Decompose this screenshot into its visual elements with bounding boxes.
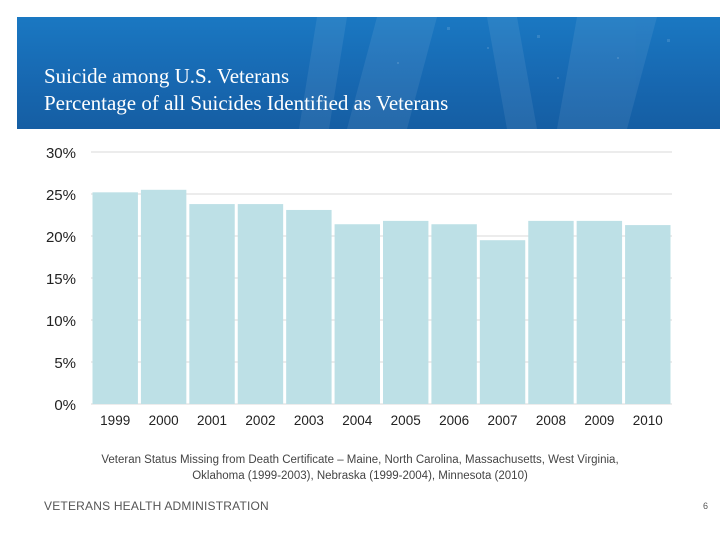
x-tick-label: 2005 (391, 413, 421, 428)
bar (479, 240, 526, 404)
x-tick-label: 2006 (439, 413, 469, 428)
bar (140, 189, 187, 404)
title-line-2: Percentage of all Suicides Identified as… (44, 91, 449, 115)
banner-decoration (299, 17, 670, 129)
chart-footnote: Veteran Status Missing from Death Certif… (0, 452, 720, 484)
bar (92, 192, 138, 404)
x-tick-label: 2003 (294, 413, 324, 428)
y-tick-label: 0% (54, 397, 76, 414)
x-tick-label: 2009 (584, 413, 614, 428)
x-tick-label: 2008 (536, 413, 566, 428)
y-tick-label: 10% (46, 313, 76, 330)
title-line-1: Suicide among U.S. Veterans (44, 64, 290, 88)
bar (237, 204, 284, 404)
title-banner (17, 17, 720, 129)
y-tick-label: 15% (46, 271, 76, 288)
x-tick-label: 2010 (633, 413, 663, 428)
x-tick-label: 2002 (245, 413, 275, 428)
y-tick-label: 20% (46, 229, 76, 246)
bar (383, 220, 429, 404)
bar (431, 224, 477, 404)
x-tick-label: 1999 (100, 413, 130, 428)
x-tick-label: 2007 (488, 413, 518, 428)
footnote-line-2: Oklahoma (1999-2003), Nebraska (1999-200… (192, 470, 528, 482)
bar-chart: 0% 5% 10% 15% 20% 25% 30% 1999 2000 2001 2002 2003 2… (0, 130, 720, 430)
x-tick-label: 2000 (149, 413, 179, 428)
bar (528, 220, 574, 404)
x-tick-label: 2001 (197, 413, 227, 428)
slide-title: Suicide among U.S. Veterans Percentage o… (44, 63, 448, 117)
page-number: 6 (702, 501, 708, 511)
bar (576, 220, 623, 404)
y-tick-label: 5% (54, 355, 76, 372)
bar (189, 204, 235, 404)
bar (334, 224, 380, 404)
y-tick-label: 30% (46, 145, 76, 162)
bar-chart-svg: 0% 5% 10% 15% 20% 25% 30% 1999 2000 2001 2002 2003 2… (46, 145, 672, 428)
bar (286, 209, 332, 404)
y-tick-label: 25% (46, 187, 76, 204)
bar (625, 225, 671, 404)
x-tick-label: 2004 (342, 413, 373, 428)
footer-label: VETERANS HEALTH ADMINISTRATION (44, 499, 269, 513)
footnote-line-1: Veteran Status Missing from Death Certif… (101, 454, 619, 466)
